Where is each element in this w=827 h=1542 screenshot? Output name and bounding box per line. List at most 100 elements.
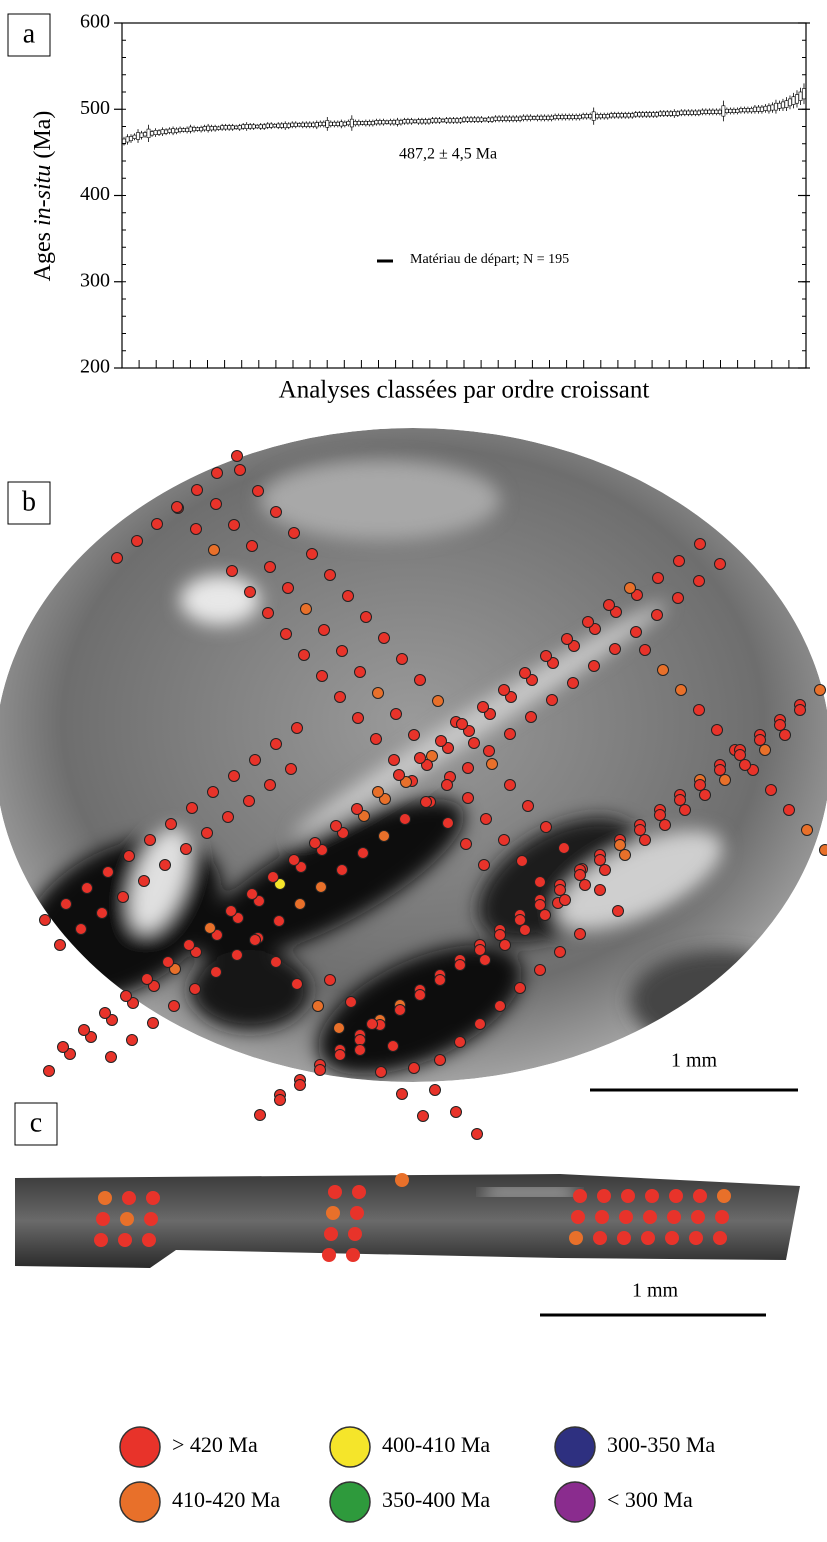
error-box <box>220 125 225 130</box>
spot <box>190 946 202 958</box>
spot <box>471 1128 483 1140</box>
spot <box>454 1036 466 1048</box>
spot <box>131 535 143 547</box>
error-box <box>437 118 442 123</box>
spot <box>540 821 552 833</box>
spot <box>546 694 558 706</box>
spot <box>379 793 391 805</box>
error-box <box>181 128 186 132</box>
error-box <box>735 108 740 114</box>
spot <box>694 538 706 550</box>
spot <box>408 729 420 741</box>
spot <box>597 1189 611 1203</box>
spot <box>612 905 624 917</box>
legend-swatch <box>554 1481 596 1523</box>
spot <box>228 519 240 531</box>
error-box <box>293 122 298 127</box>
spot <box>211 467 223 479</box>
spot <box>262 607 274 619</box>
plot-frame <box>121 22 807 369</box>
spot <box>300 603 312 615</box>
error-box <box>174 128 179 133</box>
error-box <box>539 115 544 120</box>
spot <box>309 837 321 849</box>
spot <box>225 905 237 917</box>
spot <box>442 817 454 829</box>
error-box <box>500 116 505 121</box>
error-box <box>129 136 133 142</box>
spot <box>659 819 671 831</box>
spot <box>348 1227 362 1241</box>
y-axis-label-part: Ages <box>30 226 56 281</box>
spot <box>358 810 370 822</box>
spot <box>483 745 495 757</box>
spot <box>345 996 357 1008</box>
error-box <box>178 127 182 132</box>
error-box <box>472 117 477 122</box>
spot <box>689 1231 703 1245</box>
spot <box>57 1041 69 1053</box>
spot <box>350 1206 364 1220</box>
error-box <box>483 118 487 122</box>
spot <box>693 704 705 716</box>
spot <box>408 1062 420 1074</box>
photo-b <box>0 428 827 1082</box>
error-box <box>598 114 603 119</box>
error-box <box>584 114 589 119</box>
spot <box>519 924 531 936</box>
error-box <box>374 120 379 125</box>
spot <box>211 929 223 941</box>
error-box <box>756 106 761 112</box>
y-axis-label-part: in-situ <box>30 165 56 226</box>
error-box <box>353 121 358 126</box>
error-box <box>164 129 168 134</box>
legend-label: < 300 Ma <box>607 1487 693 1512</box>
error-box <box>223 125 228 130</box>
error-box <box>605 114 610 119</box>
spot <box>288 527 300 539</box>
spot <box>210 966 222 978</box>
error-box <box>637 112 642 117</box>
error-box <box>686 110 691 115</box>
error-box <box>321 121 326 126</box>
spot <box>183 939 195 951</box>
spot <box>99 1007 111 1019</box>
annotation: 487,2 ± 4,5 Ma <box>399 146 497 163</box>
error-box <box>507 116 512 121</box>
spot <box>672 592 684 604</box>
spot <box>463 725 475 737</box>
spot <box>779 729 791 741</box>
spot <box>267 871 279 883</box>
spot <box>754 734 766 746</box>
spot <box>318 624 330 636</box>
spot <box>282 582 294 594</box>
spot <box>294 1079 306 1091</box>
spot <box>516 855 528 867</box>
error-box <box>455 118 459 123</box>
spot <box>372 786 384 798</box>
spot <box>674 794 686 806</box>
spot <box>480 813 492 825</box>
error-box <box>479 117 484 122</box>
error-box <box>402 119 407 124</box>
spot <box>246 888 258 900</box>
error-box <box>696 110 701 115</box>
spot <box>631 589 643 601</box>
spot <box>478 859 490 871</box>
spot <box>326 1206 340 1220</box>
spot <box>554 884 566 896</box>
error-box <box>430 118 435 123</box>
error-box <box>577 114 582 120</box>
spot <box>96 1212 110 1226</box>
spot <box>396 653 408 665</box>
spot <box>617 1231 631 1245</box>
error-box <box>188 126 193 132</box>
spot <box>357 847 369 859</box>
spot <box>525 711 537 723</box>
spot <box>346 1248 360 1262</box>
error-box <box>153 130 158 135</box>
error-box <box>192 127 197 132</box>
error-box <box>574 114 579 120</box>
spot <box>610 606 622 618</box>
spot <box>78 1024 90 1036</box>
